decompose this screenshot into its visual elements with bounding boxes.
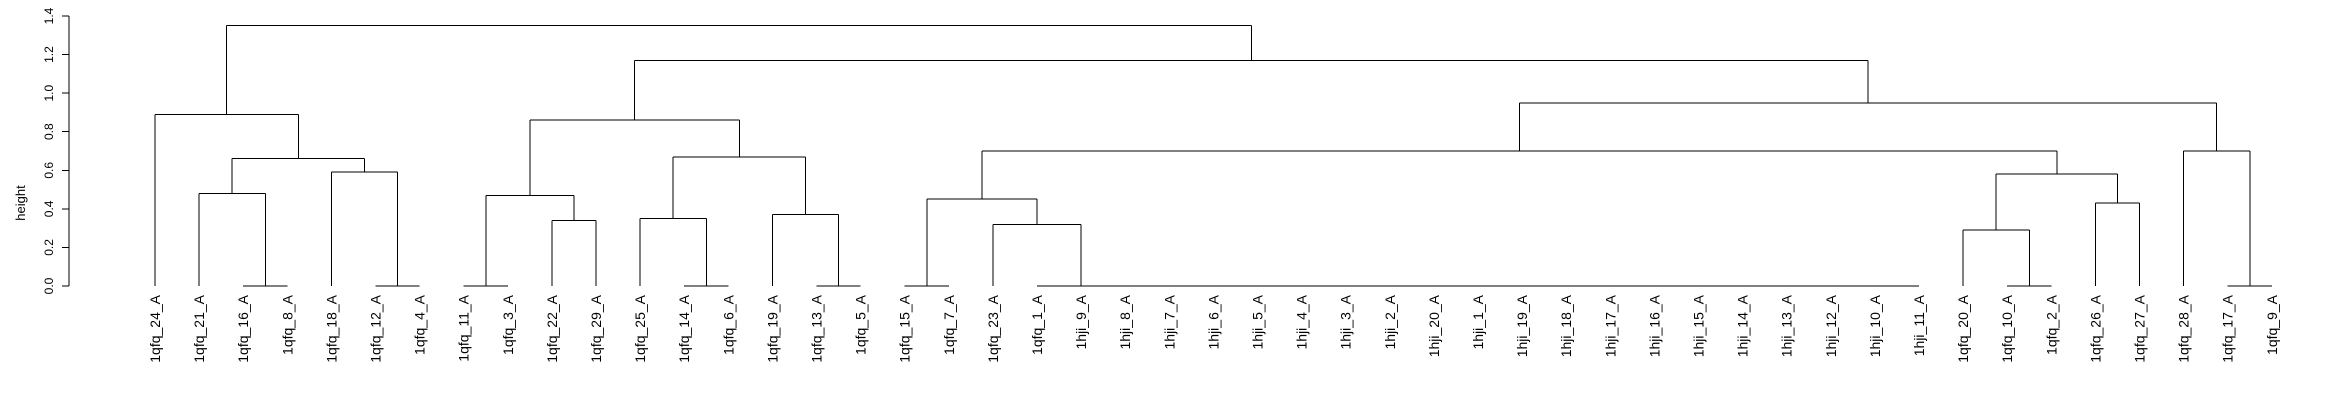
leaf-label-1hji_12_A: 1hji_12_A [1823, 294, 1839, 357]
leaf-label-1hji_14_A: 1hji_14_A [1735, 294, 1751, 357]
leaf-label-1qfq_22_A: 1qfq_22_A [544, 294, 560, 362]
leaf-label-1qfq_12_A: 1qfq_12_A [368, 294, 384, 362]
leaf-label-1hji_11_A: 1hji_11_A [1911, 294, 1927, 356]
leaf-label-1qfq_27_A: 1qfq_27_A [2132, 294, 2148, 362]
leaf-label-1qfq_3_A: 1qfq_3_A [500, 294, 516, 355]
y-tick-label-0.6: 0.6 [42, 162, 56, 179]
leaf-label-1qfq_25_A: 1qfq_25_A [632, 294, 648, 362]
y-tick-label-1.4: 1.4 [42, 7, 56, 24]
y-tick-label-0.4: 0.4 [42, 200, 56, 217]
leaf-label-1hji_9_A: 1hji_9_A [1073, 294, 1089, 349]
leaf-labels: 1qfq_24_A 1qfq_21_A 1qfq_16_A 1qfq_8_A 1qfq_… [147, 294, 2280, 362]
leaf-label-1hji_8_A: 1hji_8_A [1117, 294, 1133, 349]
leaf-label-1hji_10_A: 1hji_10_A [1867, 294, 1883, 357]
leaf-label-1qfq_6_A: 1qfq_6_A [720, 294, 736, 355]
dendrogram-links [154, 25, 2272, 287]
leaf-label-1hji_16_A: 1hji_16_A [1646, 294, 1662, 357]
leaf-label-1qfq_26_A: 1qfq_26_A [2087, 294, 2103, 362]
leaf-label-1qfq_11_A: 1qfq_11_A [456, 294, 472, 361]
leaf-label-1qfq_17_A: 1qfq_17_A [2220, 294, 2236, 362]
leaf-label-1qfq_16_A: 1qfq_16_A [235, 294, 251, 362]
leaf-label-1qfq_1_A: 1qfq_1_A [1029, 294, 1045, 355]
y-tick-label-0.8: 0.8 [42, 123, 56, 140]
leaf-label-1qfq_23_A: 1qfq_23_A [985, 294, 1001, 362]
leaf-label-1qfq_15_A: 1qfq_15_A [897, 294, 913, 362]
leaf-label-1qfq_2_A: 1qfq_2_A [2043, 294, 2059, 355]
y-axis: 0.0 0.2 0.4 0.6 0.8 1.0 1.2 1.4 [42, 7, 70, 294]
leaf-label-1hji_17_A: 1hji_17_A [1602, 294, 1618, 357]
y-tick-label-1.0: 1.0 [42, 84, 56, 101]
leaf-label-1qfq_21_A: 1qfq_21_A [191, 294, 207, 362]
leaf-label-1qfq_9_A: 1qfq_9_A [2264, 294, 2280, 355]
y-tick-label-1.2: 1.2 [42, 46, 56, 63]
leaf-label-1qfq_7_A: 1qfq_7_A [941, 294, 957, 355]
y-tick-label-0.0: 0.0 [42, 277, 56, 294]
leaf-label-1qfq_18_A: 1qfq_18_A [323, 294, 339, 362]
leaf-label-1hji_2_A: 1hji_2_A [1382, 294, 1398, 349]
leaf-label-1qfq_13_A: 1qfq_13_A [809, 294, 825, 362]
leaf-label-1qfq_5_A: 1qfq_5_A [853, 294, 869, 355]
leaf-label-1hji_15_A: 1hji_15_A [1691, 294, 1707, 357]
leaf-label-1qfq_28_A: 1qfq_28_A [2176, 294, 2192, 362]
y-tick-label-0.2: 0.2 [42, 239, 56, 256]
leaf-label-1qfq_10_A: 1qfq_10_A [1999, 294, 2015, 362]
leaf-label-1hji_3_A: 1hji_3_A [1338, 294, 1354, 349]
leaf-label-1qfq_24_A: 1qfq_24_A [147, 294, 163, 362]
leaf-label-1qfq_8_A: 1qfq_8_A [279, 294, 295, 355]
leaf-label-1qfq_14_A: 1qfq_14_A [676, 294, 692, 362]
leaf-label-1hji_5_A: 1hji_5_A [1250, 294, 1266, 349]
leaf-label-1hji_6_A: 1hji_6_A [1205, 294, 1221, 349]
y-axis-label: height [13, 185, 28, 221]
leaf-label-1qfq_4_A: 1qfq_4_A [412, 294, 428, 355]
leaf-label-1hji_18_A: 1hji_18_A [1558, 294, 1574, 357]
leaf-label-1hji_13_A: 1hji_13_A [1779, 294, 1795, 357]
leaf-label-1qfq_19_A: 1qfq_19_A [764, 294, 780, 362]
leaf-label-1hji_1_A: 1hji_1_A [1470, 294, 1486, 349]
leaf-label-1hji_4_A: 1hji_4_A [1294, 294, 1310, 349]
leaf-label-1hji_7_A: 1hji_7_A [1161, 294, 1177, 349]
leaf-label-1hji_20_A: 1hji_20_A [1426, 294, 1442, 357]
leaf-label-1qfq_20_A: 1qfq_20_A [1955, 294, 1971, 362]
leaf-label-1hji_19_A: 1hji_19_A [1514, 294, 1530, 357]
leaf-label-1qfq_29_A: 1qfq_29_A [588, 294, 604, 362]
